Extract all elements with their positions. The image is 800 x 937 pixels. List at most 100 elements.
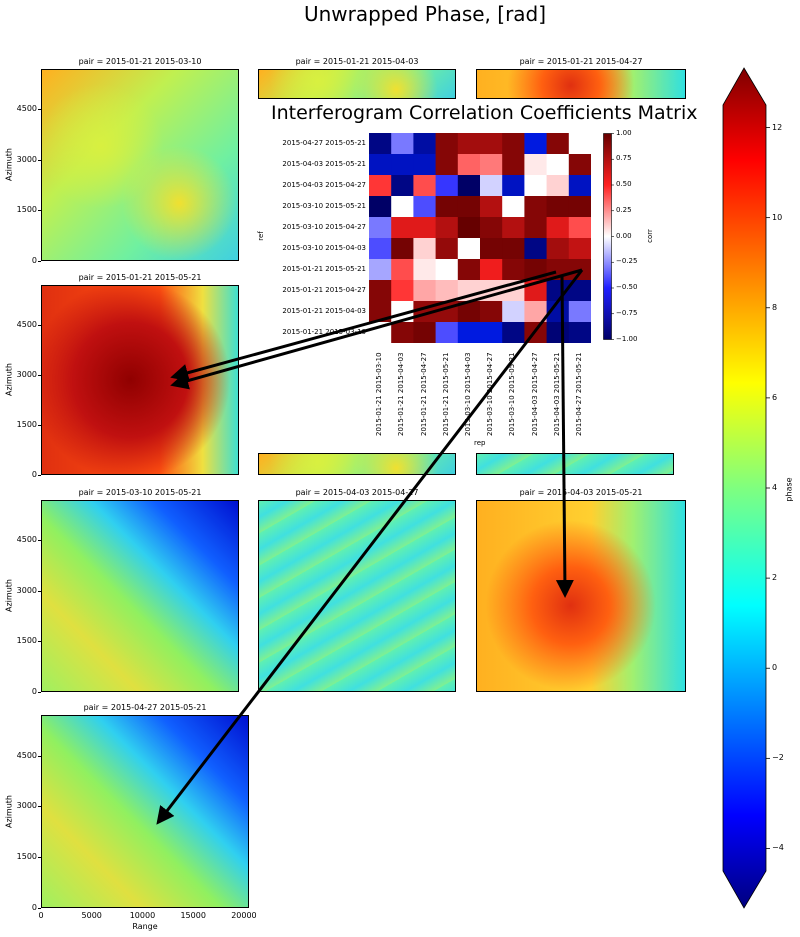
matrix-cell (457, 154, 481, 176)
y-tick-label: 0 (31, 256, 37, 265)
arrow-to-pair-0403-0521 (555, 274, 574, 598)
x-axis-label: Range (132, 922, 158, 931)
y-tick-mark (38, 908, 41, 909)
matrix-cell (391, 217, 414, 239)
matrix-colorbar-tick-label: −1.00 (616, 334, 638, 343)
colorbar-tick-label: −2 (772, 753, 784, 763)
panel-title: pair = 2015-01-21 2015-03-10 (78, 57, 202, 66)
matrix-cell (457, 217, 481, 239)
arrow-to-pair-0121-0521 (170, 270, 557, 382)
matrix-cell (435, 280, 459, 302)
panel-title: pair = 2015-01-21 2015-05-21 (78, 273, 202, 282)
matrix-cell (568, 322, 591, 343)
y-tick-label: 0 (31, 903, 37, 912)
panel-title: pair = 2015-04-03 2015-04-27 (295, 488, 419, 497)
matrix-cell (435, 175, 459, 197)
matrix-cell (546, 238, 570, 260)
matrix-cell (480, 196, 503, 218)
matrix-cell (457, 196, 481, 218)
phase-panel (258, 500, 456, 692)
colorbar-tick-label: 4 (772, 483, 778, 492)
y-tick-label: 0 (31, 687, 37, 696)
y-tick-label: 3000 (16, 154, 37, 164)
matrix-cell (568, 301, 591, 323)
matrix-row-label: 2015-03-10 2015-04-27 (282, 222, 366, 231)
colorbar-tick-label: 12 (772, 122, 783, 132)
y-tick-mark (38, 109, 41, 111)
matrix-cell (502, 133, 525, 155)
matrix-cell (524, 217, 548, 239)
matrix-cell (435, 154, 459, 176)
matrix-colorbar-tick-label: −0.75 (616, 308, 638, 317)
x-tick-label: 5000 (81, 911, 102, 920)
y-tick-label: 1500 (16, 205, 37, 215)
matrix-row-label: 2015-04-03 2015-05-21 (282, 159, 366, 168)
matrix-row-label: 2015-01-21 2015-04-27 (282, 285, 366, 294)
matrix-cell (435, 322, 459, 343)
phase-colorbar (722, 67, 770, 909)
y-tick-mark (38, 590, 41, 592)
matrix-cell (480, 217, 503, 239)
panel-title: pair = 2015-01-21 2015-04-27 (519, 57, 643, 66)
y-tick-mark (38, 755, 41, 757)
matrix-cell (502, 301, 525, 323)
matrix-cell (391, 133, 414, 155)
matrix-cell (369, 259, 392, 281)
y-tick-mark (38, 159, 41, 161)
y-tick-label: 1500 (16, 636, 37, 646)
phase-panel (41, 500, 239, 692)
matrix-cell (502, 154, 525, 176)
phase-panel (258, 69, 456, 99)
matrix-cell (546, 175, 570, 197)
x-tick-label: 0 (38, 911, 44, 920)
y-tick-mark (38, 806, 41, 808)
colorbar-tick-label: −4 (772, 843, 784, 853)
matrix-colorbar-tick-label: 0.50 (616, 180, 632, 188)
y-tick-mark (38, 375, 41, 376)
matrix-cell (369, 238, 392, 260)
y-tick-label: 0 (31, 470, 37, 479)
y-tick-mark (38, 692, 41, 693)
matrix-cell (546, 154, 570, 176)
matrix-cell (391, 238, 414, 260)
phase-panel (258, 453, 456, 475)
arrow-to-pair-0427-0521 (156, 269, 584, 825)
matrix-colorbar-tick-label: −0.50 (616, 283, 638, 291)
matrix-cell (568, 217, 591, 239)
matrix-row-label: 2015-03-10 2015-04-03 (282, 243, 366, 252)
matrix-cell (480, 238, 503, 260)
y-tick-label: 1500 (16, 420, 37, 429)
matrix-cell (524, 196, 548, 218)
matrix-title: Interferogram Correlation Coefficients M… (269, 102, 700, 124)
x-tick-label: 15000 (180, 911, 206, 920)
matrix-cell (391, 322, 414, 343)
matrix-cell (480, 175, 503, 197)
x-tick-label: 20000 (231, 911, 257, 920)
phase-panel (476, 69, 686, 99)
matrix-cell (502, 217, 525, 239)
matrix-cell (457, 175, 481, 197)
matrix-cell (457, 133, 481, 155)
matrix-row-label: 2015-04-27 2015-05-21 (282, 138, 366, 147)
matrix-cell (369, 175, 392, 197)
colorbar-body (722, 67, 767, 909)
matrix-cell (480, 154, 503, 176)
matrix-cell (457, 259, 481, 281)
matrix-cell (546, 133, 570, 155)
matrix-cell (502, 175, 525, 197)
matrix-cell (568, 154, 591, 176)
y-tick-mark (38, 475, 41, 476)
matrix-cell (435, 259, 459, 281)
matrix-colorbar (603, 133, 614, 340)
matrix-cell (568, 175, 591, 197)
colorbar-tick-label: 10 (772, 212, 783, 222)
matrix-cell (391, 175, 414, 197)
matrix-colorbar-tick-label: 0.25 (616, 205, 632, 214)
matrix-cell (369, 217, 392, 239)
y-tick-label: 3000 (16, 801, 37, 811)
colorbar-tick-label: 6 (772, 392, 778, 402)
y-tick-label: 4500 (16, 320, 37, 329)
colorbar-tick-label: 8 (772, 302, 778, 312)
y-tick-label: 4500 (16, 104, 37, 114)
